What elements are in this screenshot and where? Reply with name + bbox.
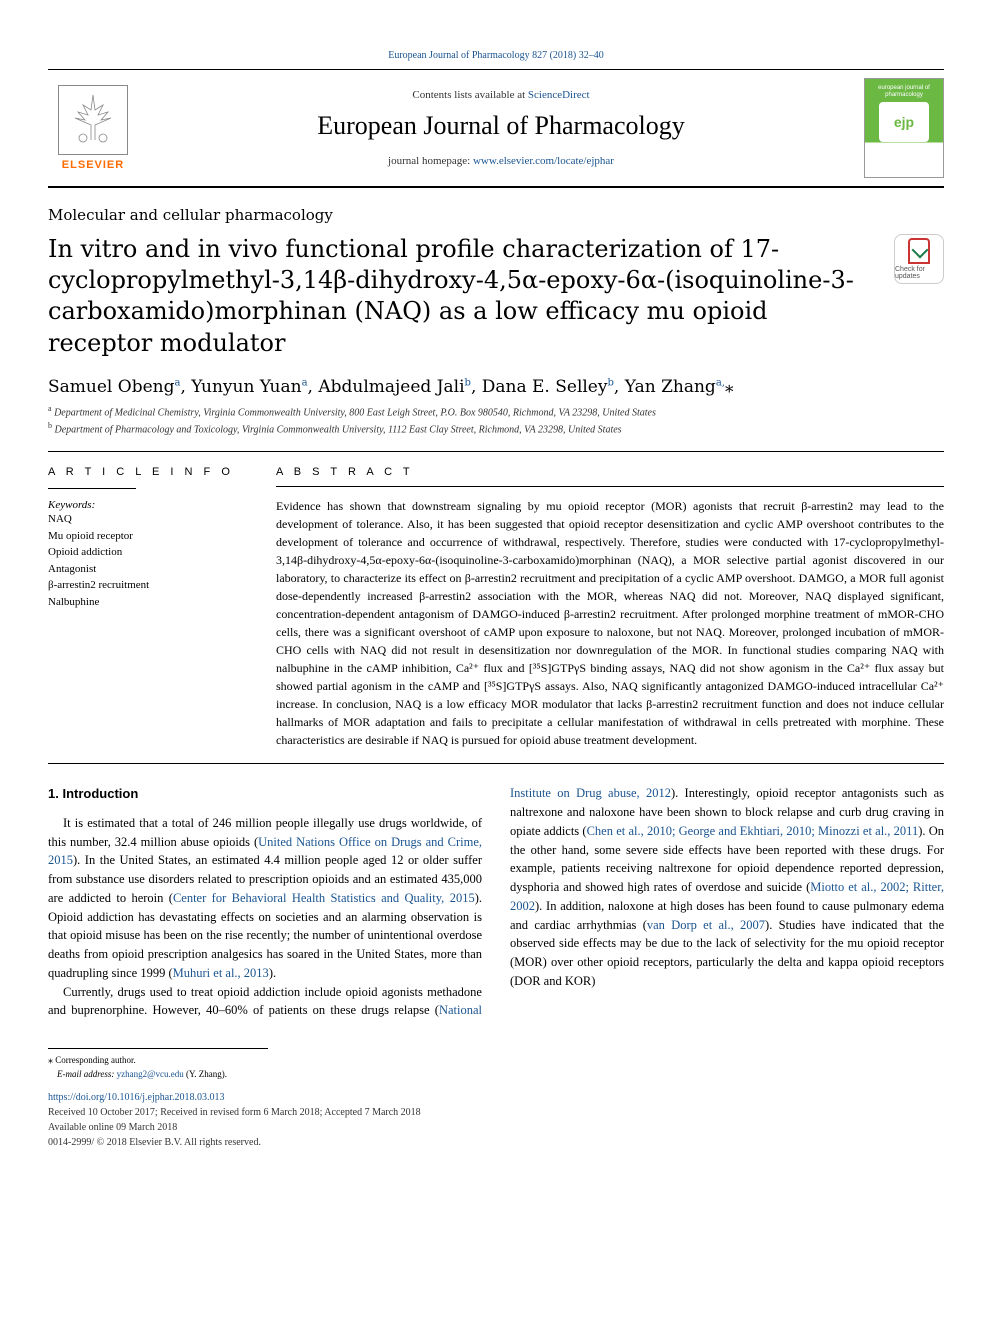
- affil-text: Department of Medicinal Chemistry, Virgi…: [54, 407, 656, 418]
- affil-marker: a: [48, 404, 52, 413]
- cover-badge: ejp: [879, 102, 929, 142]
- contents-prefix: Contents lists available at: [412, 89, 527, 101]
- journal-name: European Journal of Pharmacology: [150, 111, 852, 141]
- publication-info: https://doi.org/10.1016/j.ejphar.2018.03…: [48, 1090, 944, 1150]
- contents-line: Contents lists available at ScienceDirec…: [150, 89, 852, 101]
- asterisk-icon: ⁎: [48, 1055, 53, 1066]
- footnotes: ⁎ Corresponding author. E-mail address: …: [48, 1053, 944, 1082]
- copyright: 0014-2999/ © 2018 Elsevier B.V. All righ…: [48, 1137, 261, 1148]
- divider: [48, 763, 944, 764]
- citation-link[interactable]: van Dorp et al., 2007: [647, 918, 765, 932]
- elsevier-label: ELSEVIER: [62, 159, 124, 171]
- crossmark-icon: [908, 238, 930, 264]
- sciencedirect-link[interactable]: ScienceDirect: [528, 89, 590, 101]
- section-heading: 1. Introduction: [48, 784, 482, 804]
- divider: [276, 486, 944, 487]
- citation-link[interactable]: Center for Behavioral Health Statistics …: [173, 891, 475, 905]
- body-columns: 1. Introduction It is estimated that a t…: [48, 784, 944, 1020]
- article-title: In vitro and in vivo functional profile …: [48, 234, 874, 359]
- journal-cover-icon: european journal of pharmacology ejp: [864, 78, 944, 178]
- body-text: Currently, drugs used to treat opioid ad…: [63, 985, 382, 999]
- abstract-column: A B S T R A C T Evidence has shown that …: [276, 466, 944, 749]
- abstract-text: Evidence has shown that downstream signa…: [276, 497, 944, 749]
- abstract-heading: A B S T R A C T: [276, 466, 944, 478]
- keyword: β-arrestin2 recruitment: [48, 577, 248, 594]
- affiliation-b: b Department of Pharmacology and Toxicol…: [48, 420, 944, 437]
- email-name: (Y. Zhang).: [184, 1069, 227, 1079]
- citation-link[interactable]: Chen et al., 2010; George and Ekhtiari, …: [587, 824, 919, 838]
- article-category: Molecular and cellular pharmacology: [48, 206, 944, 224]
- received-dates: Received 10 October 2017; Received in re…: [48, 1107, 421, 1118]
- cover-title: european journal of pharmacology: [865, 85, 943, 98]
- article-info-column: A R T I C L E I N F O Keywords: NAQ Mu o…: [48, 466, 248, 749]
- affiliation-a: a Department of Medicinal Chemistry, Vir…: [48, 403, 944, 420]
- masthead: ELSEVIER Contents lists available at Sci…: [48, 69, 944, 188]
- footnote-rule: [48, 1048, 268, 1049]
- email-line: E-mail address: yzhang2@vcu.edu (Y. Zhan…: [48, 1068, 944, 1082]
- affil-marker: b: [48, 421, 52, 430]
- divider: [48, 451, 944, 452]
- homepage-prefix: journal homepage:: [388, 155, 473, 167]
- keyword: Opioid addiction: [48, 544, 248, 561]
- article-info-heading: A R T I C L E I N F O: [48, 466, 248, 478]
- online-date: Available online 09 March 2018: [48, 1122, 177, 1133]
- affil-text: Department of Pharmacology and Toxicolog…: [55, 424, 622, 435]
- keyword: Antagonist: [48, 561, 248, 578]
- homepage-link[interactable]: www.elsevier.com/locate/ejphar: [473, 155, 614, 167]
- body-paragraph: It is estimated that a total of 246 mill…: [48, 814, 482, 983]
- citation-link[interactable]: Muhuri et al., 2013: [173, 966, 269, 980]
- keyword: Nalbuphine: [48, 594, 248, 611]
- crossmark-label: Check for updates: [895, 266, 943, 280]
- keywords-label: Keywords:: [48, 499, 248, 511]
- body-text: ).: [269, 966, 276, 980]
- homepage-line: journal homepage: www.elsevier.com/locat…: [150, 155, 852, 167]
- running-head: European Journal of Pharmacology 827 (20…: [48, 50, 944, 61]
- keyword: NAQ: [48, 511, 248, 528]
- corresponding-author: ⁎ Corresponding author.: [48, 1053, 944, 1068]
- keyword: Mu opioid receptor: [48, 528, 248, 545]
- divider: [48, 488, 136, 489]
- corr-text: Corresponding author.: [55, 1055, 136, 1065]
- crossmark-button[interactable]: Check for updates: [894, 234, 944, 284]
- elsevier-logo: ELSEVIER: [48, 78, 138, 178]
- authors: Samuel Obenga, Yunyun Yuana, Abdulmajeed…: [48, 377, 944, 397]
- elsevier-tree-icon: [58, 85, 128, 155]
- email-link[interactable]: yzhang2@vcu.edu: [117, 1069, 184, 1079]
- doi-link[interactable]: https://doi.org/10.1016/j.ejphar.2018.03…: [48, 1092, 224, 1103]
- email-label: E-mail address:: [57, 1069, 117, 1079]
